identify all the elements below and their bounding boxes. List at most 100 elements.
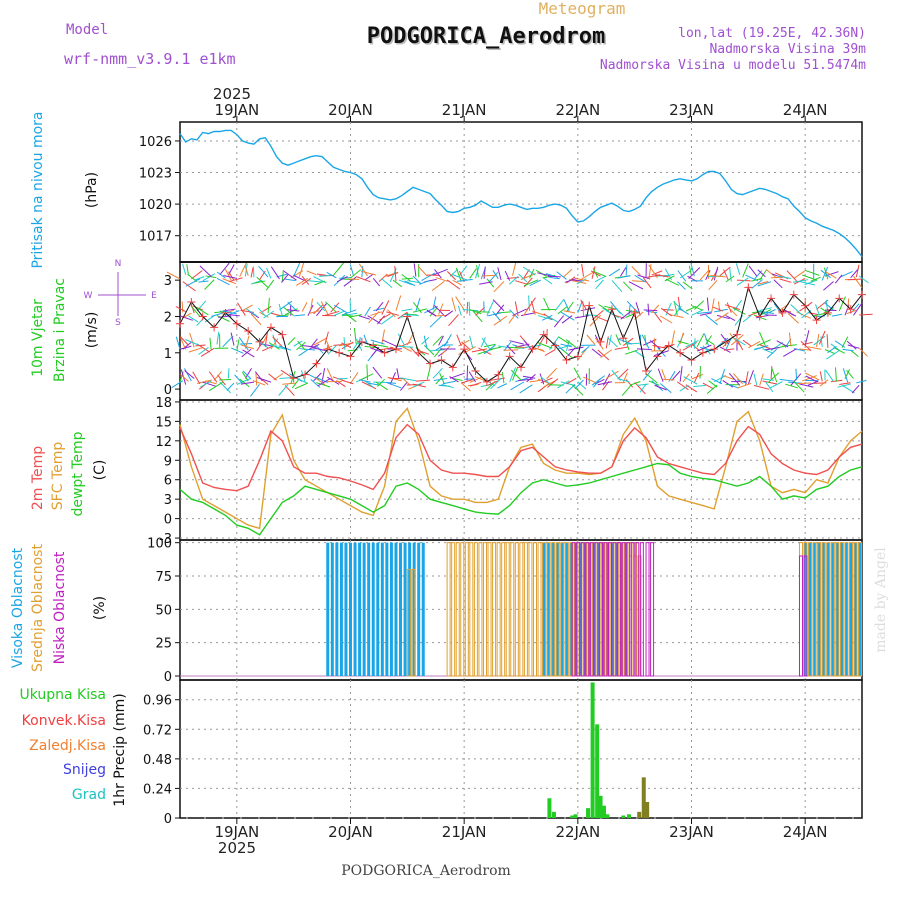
wind-speed-marker xyxy=(391,345,400,354)
wind-arrow xyxy=(573,367,582,380)
cloud-bar-high xyxy=(835,542,839,676)
precip-bar-total xyxy=(586,808,591,818)
cloud-bar-mid xyxy=(858,542,863,677)
cloud-bar-high xyxy=(560,542,564,676)
wind-arrow xyxy=(242,349,255,358)
wind-arrow xyxy=(634,274,647,283)
cloud-bar-mid xyxy=(478,542,483,677)
wind-arrow xyxy=(819,371,823,382)
wind-arrow xyxy=(219,262,230,276)
wind-arrow xyxy=(433,377,448,381)
cloud-bar-mid xyxy=(623,542,628,677)
wind-arrow xyxy=(431,280,445,291)
wind-arrow xyxy=(671,330,675,347)
wind-arrow xyxy=(523,279,539,287)
wind-arrow xyxy=(625,379,634,388)
wind-arrow xyxy=(804,330,810,346)
wind-arrow xyxy=(823,281,834,291)
wind-arrow xyxy=(842,368,849,383)
wind-arrow xyxy=(818,330,826,345)
wind-arrow xyxy=(359,379,371,383)
wind-arrow xyxy=(358,315,370,320)
wind-arrow xyxy=(227,368,230,379)
cloud-bar-mid xyxy=(451,542,456,677)
cloud-bar-low xyxy=(803,555,808,677)
wind-arrow xyxy=(693,338,696,349)
wind-arrow xyxy=(418,350,429,355)
wind-arrow xyxy=(242,370,252,380)
wind-arrow xyxy=(820,336,823,347)
wind-arrow xyxy=(510,369,522,381)
cloud-bar-mid xyxy=(587,542,592,677)
wind-arrow xyxy=(819,379,829,387)
wind-arrow xyxy=(671,370,681,381)
wind-arrow xyxy=(586,334,596,345)
wind-speed-marker xyxy=(630,308,639,317)
wind-arrow xyxy=(333,304,348,314)
cloud-bar-mid xyxy=(853,542,858,677)
wind-arrow xyxy=(801,310,812,319)
wind-arrow xyxy=(195,344,206,347)
wind-arrow xyxy=(597,381,613,386)
wind-arrow xyxy=(725,314,736,322)
wind-speed-marker xyxy=(744,283,753,292)
wind-arrow xyxy=(363,334,369,345)
wind-arrow xyxy=(779,278,792,283)
cloud-bar-mid xyxy=(848,542,853,677)
cloud-bar-mid xyxy=(844,542,849,677)
wind-arrow xyxy=(722,380,734,388)
wind-arrow xyxy=(287,301,297,312)
wind-arrow xyxy=(693,372,700,383)
wind-arrow xyxy=(790,373,802,386)
wind-arrow xyxy=(200,347,215,357)
wind-arrow xyxy=(412,381,425,388)
wind-arrow xyxy=(198,347,209,355)
cloud-bar-high xyxy=(394,542,398,676)
wind-arrow xyxy=(635,302,641,316)
wind-speed-marker xyxy=(312,359,321,368)
wind-arrow xyxy=(310,338,318,348)
wind-speed-marker xyxy=(676,348,685,357)
wind-arrow xyxy=(456,334,462,347)
wind-arrow xyxy=(753,384,770,390)
cloud-bar-mid xyxy=(628,555,633,677)
wind-arrow xyxy=(783,348,797,357)
wind-arrow xyxy=(358,337,361,349)
cloud-bar-mid xyxy=(555,542,560,677)
wind-speed-marker xyxy=(198,312,207,321)
wind-arrow xyxy=(661,369,667,381)
wind-arrow xyxy=(839,270,853,279)
y-tick-label: 1020 xyxy=(139,198,172,213)
wind-arrow xyxy=(508,275,519,285)
wind-arrow xyxy=(799,348,812,351)
wind-arrow xyxy=(617,368,629,380)
wind-arrow xyxy=(665,302,672,316)
wind-arrow xyxy=(773,279,783,289)
wind-arrow xyxy=(625,264,628,276)
cloud-bar-mid xyxy=(537,542,542,677)
wind-arrow xyxy=(368,311,380,324)
cloud-bar-high xyxy=(551,542,555,676)
wind-arrow xyxy=(244,265,249,276)
wind-arrow xyxy=(324,310,340,316)
panel-precip: 0.96 0.72 0.48 0.24 0 xyxy=(143,679,863,827)
wind-arrow xyxy=(489,377,505,381)
wind-arrow xyxy=(346,278,360,280)
cloud-bar-low xyxy=(580,542,585,677)
wind-arrow xyxy=(769,381,783,389)
cloud-bar-high xyxy=(403,542,407,676)
wind-arrow xyxy=(560,343,573,348)
wind-arrow xyxy=(441,383,454,389)
wind-speed-marker xyxy=(426,359,435,368)
wind-arrow xyxy=(398,344,412,352)
cloud-bar-high xyxy=(376,542,380,676)
wind-arrow xyxy=(514,301,519,317)
wind-arrow xyxy=(434,269,442,279)
wind-arrow xyxy=(205,380,217,385)
wind-arrow xyxy=(615,334,621,346)
wind-arrow xyxy=(628,281,644,290)
wind-arrow xyxy=(645,310,658,314)
cloud-bar-mid xyxy=(510,542,515,677)
